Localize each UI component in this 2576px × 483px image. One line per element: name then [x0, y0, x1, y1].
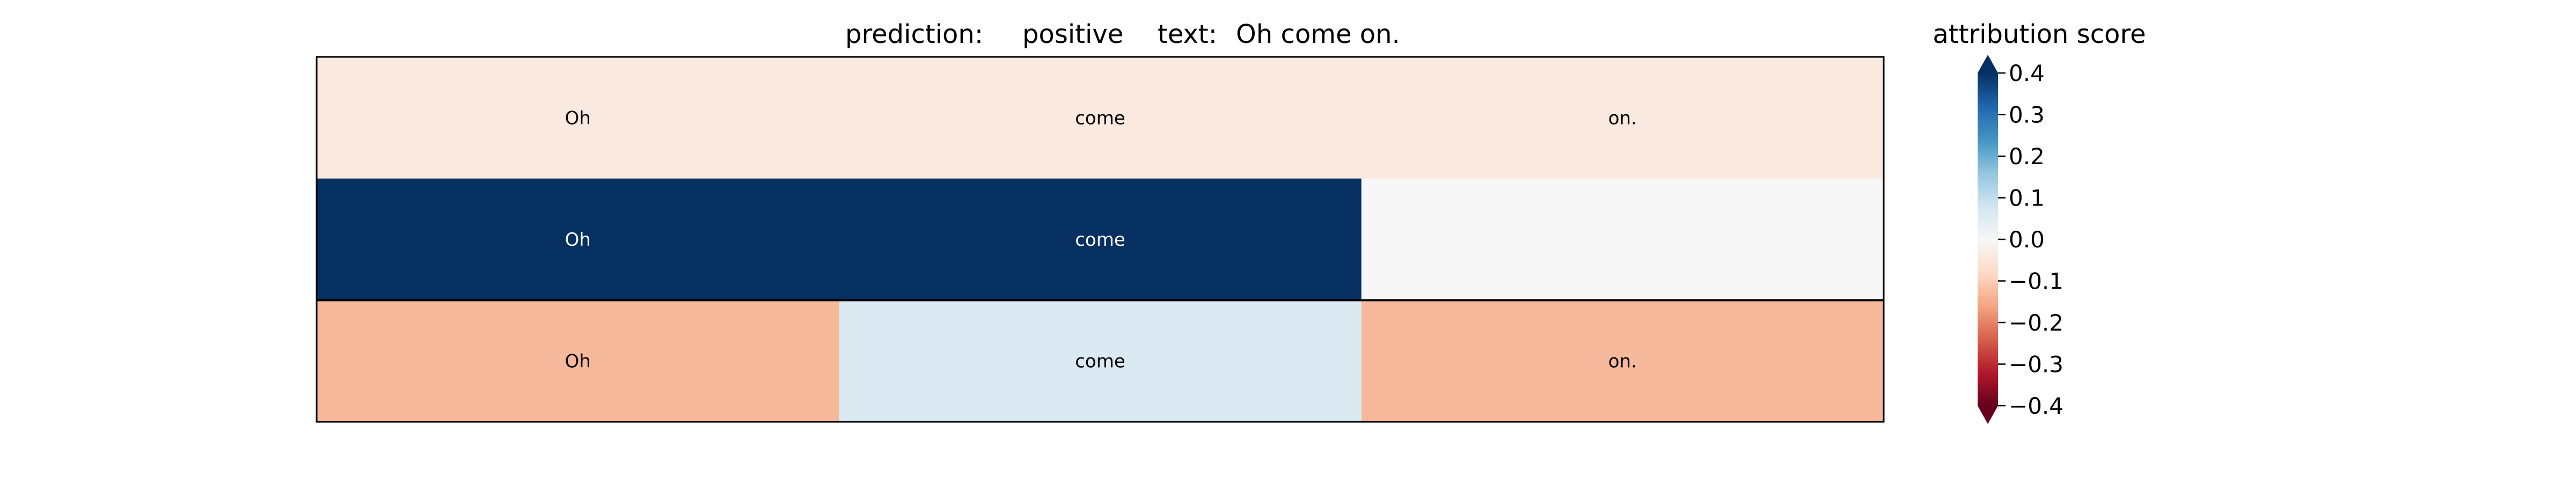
colorbar-title: attribution score [1933, 19, 2146, 49]
heatmap-cell [317, 300, 839, 422]
heatmap-cell [1361, 178, 1884, 301]
colorbar-tick-label: 0.4 [2009, 60, 2045, 86]
cell-token-label: on. [1608, 351, 1637, 372]
heatmap-cell [317, 57, 839, 179]
heatmap-cell [839, 57, 1362, 179]
heatmap-cell [1361, 57, 1884, 179]
text-value: Oh come on. [1236, 19, 1400, 49]
colorbar-tick-label: −0.1 [2009, 268, 2063, 295]
colorbar-tick-label: −0.4 [2009, 393, 2063, 419]
cell-token-label: Oh [565, 107, 591, 129]
text-label: text: [1158, 19, 1217, 49]
cell-token-label: on. [1608, 107, 1637, 129]
cell-token-label: Oh [565, 351, 591, 372]
colorbar-tick-label: −0.2 [2009, 310, 2063, 336]
colorbar-tick-label: 0.2 [2009, 143, 2045, 170]
heatmap-cell [1361, 300, 1884, 422]
colorbar-extend-max [1978, 55, 1998, 73]
cell-token-label: come [1075, 229, 1125, 251]
colorbar-tick-label: −0.3 [2009, 352, 2063, 378]
colorbar-extend-min [1978, 406, 1998, 424]
figure-title: prediction: positive text: Oh come on. [845, 19, 1400, 49]
prediction-value: positive [1022, 19, 1123, 49]
colorbar-tick-label: 0.3 [2009, 102, 2045, 128]
attribution-heatmap: Oh come on. Oh come Oh come on. [316, 56, 1885, 423]
colorbar-scale [1978, 73, 1998, 406]
heatmap-cell [839, 178, 1362, 301]
colorbar: 0.4 0.3 0.2 0.1 0.0 −0.1 −0.2 −0.3 −0.4 [1978, 55, 2063, 424]
heatmap-cell [317, 178, 839, 301]
heatmap-cell [839, 300, 1362, 422]
prediction-label: prediction: [845, 19, 983, 49]
cell-token-label: come [1075, 107, 1125, 129]
colorbar-tick-label: 0.1 [2009, 185, 2045, 211]
cell-token-label: Oh [565, 229, 591, 251]
colorbar-tick-label: 0.0 [2009, 226, 2045, 253]
cell-token-label: come [1075, 351, 1125, 372]
heatmap-frame [316, 56, 1885, 423]
